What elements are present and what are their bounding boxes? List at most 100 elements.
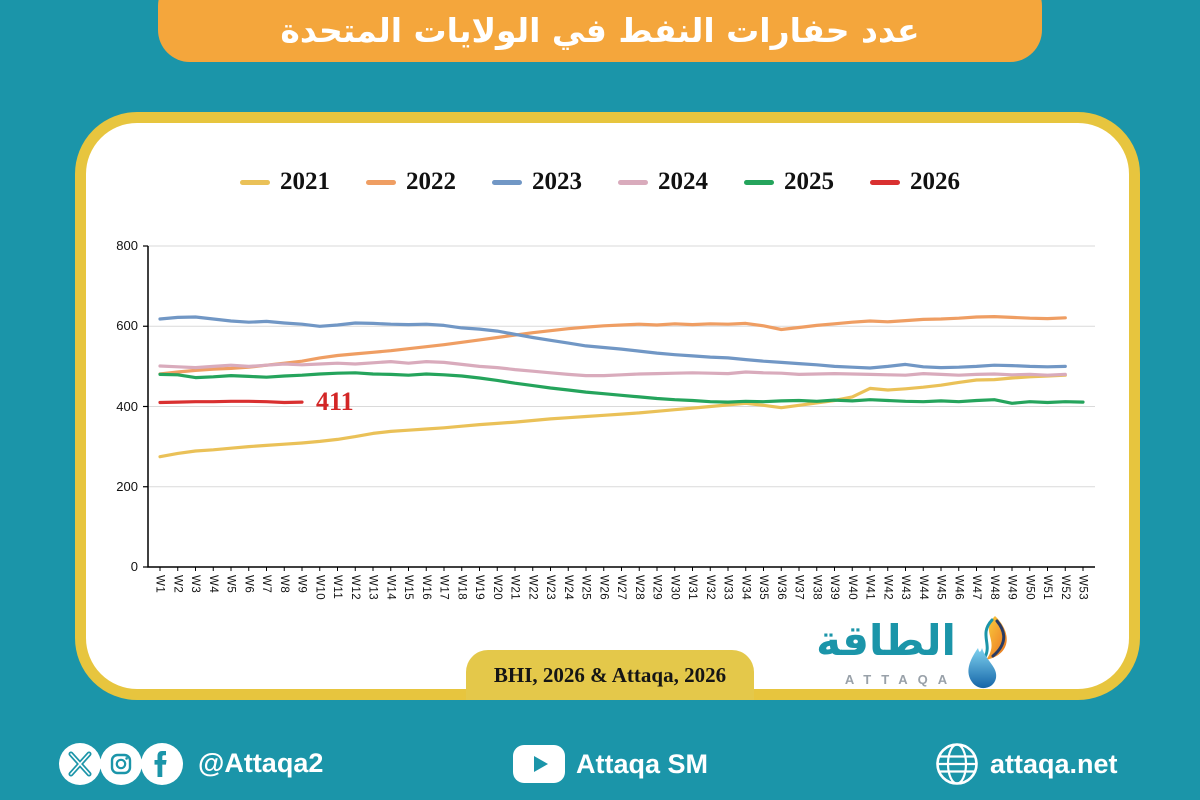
x-axis-label-W46: W46 [952, 575, 965, 601]
legend-dash-2022 [366, 179, 396, 185]
x-axis-label-W39: W39 [828, 575, 840, 601]
x-axis-label-W30: W30 [668, 575, 681, 601]
x-axis-label-W17: W17 [437, 575, 450, 601]
globe-icon[interactable] [934, 741, 980, 787]
x-axis-label-W43: W43 [899, 575, 911, 601]
series-line-2022 [158, 314, 1067, 376]
source-badge: BHI, 2026 & Attaqa, 2026 [466, 650, 754, 700]
x-axis-label-W33: W33 [721, 575, 734, 601]
legend-label-2025: 2025 [784, 168, 834, 195]
attaqa-logo-arabic: الطاقة [816, 616, 956, 665]
x-axis-label-W20: W20 [490, 575, 503, 601]
title-banner: عدد حفارات النفط في الولايات المتحدة [158, 0, 1042, 62]
x-axis-label-W42: W42 [881, 575, 894, 601]
line-chart: 411 [143, 245, 1095, 571]
instagram-icon[interactable] [100, 743, 142, 785]
series-line-2025 [158, 371, 1085, 405]
x-axis-label-W25: W25 [579, 575, 592, 601]
x-axis-label-W4: W4 [206, 575, 219, 594]
legend-dash-2024 [618, 179, 648, 185]
x-axis-label-W23: W23 [544, 575, 556, 601]
x-axis-label-W2: W2 [171, 575, 184, 594]
x-axis-label-W47: W47 [970, 575, 982, 601]
x-axis-label-W6: W6 [242, 575, 255, 594]
x-axis-label-W48: W48 [987, 575, 1000, 601]
legend-label-2021: 2021 [280, 168, 330, 195]
legend-item-2021: 2021 [240, 168, 330, 196]
series-line-2026 [158, 399, 304, 405]
legend-label-2024: 2024 [658, 168, 708, 195]
x-icon[interactable] [59, 743, 101, 785]
x-axis-label-W50: W50 [1023, 575, 1036, 601]
axes [147, 246, 1095, 568]
x-axis-label-W52: W52 [1058, 575, 1071, 601]
legend-label-2022: 2022 [406, 168, 456, 195]
legend-dash-2021 [240, 179, 270, 185]
x-axis-label-W44: W44 [916, 575, 929, 601]
page-title: عدد حفارات النفط في الولايات المتحدة [280, 10, 920, 50]
legend-item-2025: 2025 [744, 168, 834, 196]
youtube-channel-label[interactable]: Attaqa SM [576, 749, 709, 779]
x-axis-label-W7: W7 [260, 575, 272, 594]
legend-dash-2023 [492, 179, 522, 185]
facebook-icon[interactable] [141, 743, 183, 785]
x-axis-label-W38: W38 [810, 575, 823, 601]
x-axis-label-W9: W9 [295, 575, 308, 594]
x-axis-label-W8: W8 [277, 575, 290, 594]
x-axis-label-W1: W1 [153, 575, 166, 594]
x-axis-label-W28: W28 [632, 575, 645, 601]
legend-item-2026: 2026 [870, 168, 960, 196]
x-axis-label-W27: W27 [615, 575, 627, 601]
y-axis-label-400: 400 [116, 398, 138, 414]
legend-dash-2025 [744, 179, 774, 185]
x-axis-label-W26: W26 [597, 575, 610, 601]
x-axis-label-W29: W29 [650, 575, 663, 601]
website-label[interactable]: attaqa.net [990, 749, 1118, 779]
x-axis-label-W21: W21 [508, 575, 521, 601]
x-axis-label-W3: W3 [189, 575, 201, 594]
x-axis-label-W32: W32 [703, 575, 716, 601]
attaqa-logo-latin: ATTAQA [844, 672, 958, 687]
legend-label-2023: 2023 [532, 168, 582, 195]
x-axis-label-W15: W15 [402, 575, 414, 601]
y-axis-label-800: 800 [116, 238, 138, 253]
x-axis-label-W31: W31 [686, 575, 698, 601]
x-axis-label-W36: W36 [774, 575, 787, 601]
x-axis-label-W35: W35 [757, 575, 769, 601]
x-axis-label-W10: W10 [313, 575, 326, 601]
x-axis-label-W49: W49 [1005, 575, 1018, 601]
social-icons [59, 743, 183, 785]
x-axis-label-W14: W14 [384, 575, 397, 601]
social-handle[interactable]: @Attaqa2 [198, 748, 324, 778]
x-axis-label-W24: W24 [561, 575, 574, 601]
y-axis-label-600: 600 [116, 318, 138, 334]
chart-legend: 2021 2022 2023 2024 2025 2026 [80, 168, 1120, 196]
x-axis-label-W11: W11 [331, 575, 343, 600]
y-axis-label-200: 200 [116, 478, 138, 494]
legend-item-2024: 2024 [618, 168, 708, 196]
x-axis-label-W37: W37 [792, 575, 805, 601]
series-line-2023 [158, 315, 1067, 370]
attaqa-flame-drop-icon [968, 616, 1007, 689]
x-axis-label-W18: W18 [455, 575, 468, 601]
x-axis-label-W53: W53 [1076, 575, 1089, 601]
x-axis-label-W45: W45 [934, 575, 947, 601]
y-axis-label-0: 0 [130, 559, 138, 574]
x-axis-label-W19: W19 [473, 575, 485, 601]
legend-dash-2026 [870, 179, 900, 185]
x-axis-label-W34: W34 [739, 575, 752, 601]
source-badge-label: BHI, 2026 & Attaqa, 2026 [493, 662, 727, 687]
youtube-icon[interactable] [512, 744, 566, 784]
series-line-2024 [158, 359, 1067, 378]
series-line-2021 [158, 373, 1067, 459]
x-axis-label-W40: W40 [845, 575, 858, 601]
attaqa-logo: الطاقة ATTAQA [815, 614, 1025, 700]
latest-value-label: 411 [316, 387, 354, 416]
x-axis-label-W22: W22 [526, 575, 539, 601]
x-axis-label-W5: W5 [224, 575, 237, 594]
x-axis-label-W51: W51 [1041, 575, 1053, 601]
x-axis-label-W12: W12 [348, 575, 361, 601]
x-axis-label-W41: W41 [863, 575, 876, 601]
legend-label-2026: 2026 [910, 168, 960, 195]
